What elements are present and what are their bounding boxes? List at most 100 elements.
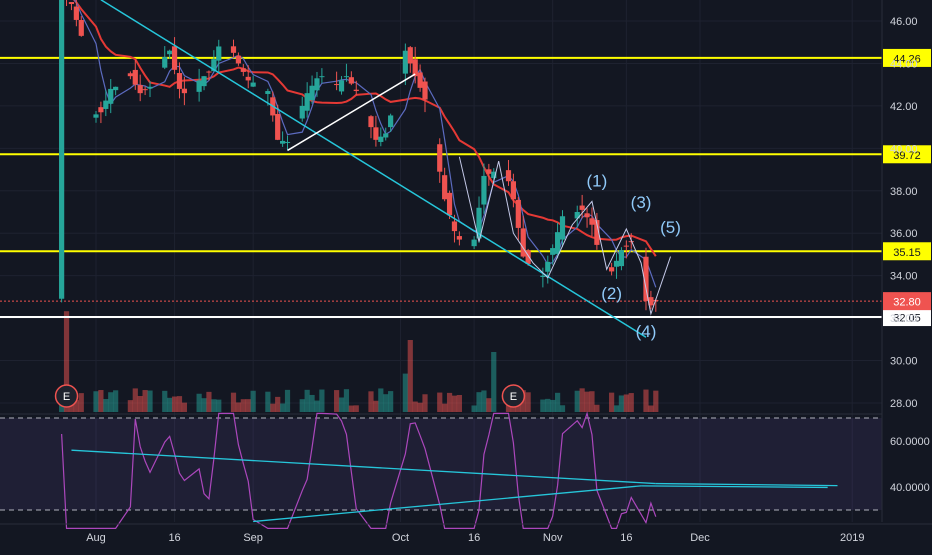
candle-body[interactable] — [334, 84, 340, 86]
trend-line[interactable] — [287, 73, 416, 152]
candle-body[interactable] — [471, 239, 477, 247]
candle-body[interactable] — [299, 105, 305, 119]
candle-body[interactable] — [162, 57, 168, 68]
candle-body[interactable] — [113, 86, 119, 91]
candle-body[interactable] — [137, 85, 143, 94]
earnings-marker[interactable] — [501, 384, 526, 408]
candle-body[interactable] — [559, 216, 566, 240]
candle-body[interactable] — [68, 2, 75, 5]
candle-body[interactable] — [481, 175, 487, 205]
candle-body[interactable] — [515, 199, 521, 228]
rsi-trend-line[interactable] — [655, 482, 838, 487]
candle-body[interactable] — [78, 20, 84, 36]
rsi-trend-line[interactable] — [253, 485, 642, 523]
candle-body[interactable] — [648, 297, 654, 306]
earnings-marker[interactable] — [54, 384, 79, 408]
candle-body[interactable] — [147, 86, 153, 89]
candle-body[interactable] — [388, 115, 394, 128]
candle-body[interactable] — [280, 140, 286, 144]
candle-body[interactable] — [378, 136, 384, 142]
candle-body[interactable] — [167, 50, 173, 55]
candle-body[interactable] — [618, 250, 625, 267]
candle-body[interactable] — [442, 175, 448, 200]
rsi-trend-line[interactable] — [641, 485, 828, 489]
candle-body[interactable] — [594, 220, 600, 245]
candle-body[interactable] — [127, 73, 133, 77]
trend-line[interactable] — [100, 0, 647, 338]
candle-body[interactable] — [446, 192, 453, 216]
candle-body[interactable] — [348, 77, 354, 84]
candle-body[interactable] — [574, 212, 580, 219]
candle-body[interactable] — [510, 181, 516, 200]
candle-body[interactable] — [338, 80, 345, 92]
candle-body[interactable] — [628, 241, 634, 243]
candle-body[interactable] — [579, 205, 585, 210]
candle-body[interactable] — [368, 116, 374, 128]
candle-body[interactable] — [309, 85, 315, 101]
candle-body[interactable] — [383, 133, 389, 138]
candle-body[interactable] — [235, 55, 242, 64]
candle-body[interactable] — [201, 76, 207, 87]
candle-body[interactable] — [613, 260, 620, 267]
candle-body[interactable] — [402, 50, 408, 74]
rsi-trend-line[interactable] — [71, 449, 656, 485]
candle-body[interactable] — [520, 228, 526, 257]
candle-body[interactable] — [343, 76, 350, 78]
candle-body[interactable] — [643, 256, 649, 302]
candle-body[interactable] — [437, 144, 443, 172]
candles[interactable] — [59, 0, 659, 312]
candle-body[interactable] — [505, 170, 512, 182]
candle-body[interactable] — [545, 261, 551, 272]
candle-body[interactable] — [93, 114, 99, 118]
candle-body[interactable] — [181, 88, 187, 94]
candle-body[interactable] — [73, 6, 79, 20]
candle-body[interactable] — [554, 232, 561, 254]
rsi-pane[interactable]: 60.0000 40.0000 — [0, 411, 930, 530]
candle-body[interactable] — [230, 46, 237, 53]
candle-body[interactable] — [476, 207, 482, 239]
wave-path[interactable] — [458, 156, 672, 316]
candle-body[interactable] — [103, 100, 109, 109]
candle-body[interactable] — [353, 89, 359, 92]
candle-body[interactable] — [196, 80, 202, 92]
candle-body[interactable] — [284, 141, 291, 143]
candle-body[interactable] — [373, 127, 379, 140]
candle-body[interactable] — [540, 275, 546, 277]
candle-body[interactable] — [491, 171, 497, 179]
candle-body[interactable] — [486, 169, 492, 174]
candle-body[interactable] — [412, 59, 418, 77]
candle-body[interactable] — [98, 107, 104, 113]
candle-body[interactable] — [417, 72, 423, 88]
candle-body[interactable] — [171, 46, 178, 70]
candle-body[interactable] — [211, 59, 217, 72]
candle-body[interactable] — [206, 71, 212, 73]
candle-body[interactable] — [216, 46, 222, 61]
candle-body[interactable] — [240, 68, 246, 72]
candle-body[interactable] — [525, 250, 531, 264]
trend-lines[interactable] — [100, 0, 672, 338]
candle-body[interactable] — [456, 236, 462, 240]
candle-body[interactable] — [407, 47, 413, 64]
candle-body[interactable] — [422, 81, 428, 100]
candle-body[interactable] — [584, 213, 590, 218]
candle-body[interactable] — [314, 78, 320, 91]
candle-body[interactable] — [142, 89, 148, 91]
candle-body[interactable] — [132, 69, 138, 85]
candle-body[interactable] — [108, 88, 114, 104]
candle-body[interactable] — [319, 76, 325, 78]
candle-body[interactable] — [245, 76, 251, 81]
candle-body[interactable] — [550, 248, 556, 255]
candle-body[interactable] — [265, 91, 271, 94]
candle-body[interactable] — [451, 221, 458, 232]
candle-body[interactable] — [275, 113, 281, 140]
candle-body[interactable] — [176, 73, 183, 89]
candle-body[interactable] — [609, 267, 615, 272]
candle-body[interactable] — [250, 82, 256, 87]
candle-body[interactable] — [304, 93, 310, 111]
candle-body[interactable] — [59, 0, 65, 299]
candle-body[interactable] — [589, 218, 595, 225]
candle-body[interactable] — [623, 245, 629, 247]
